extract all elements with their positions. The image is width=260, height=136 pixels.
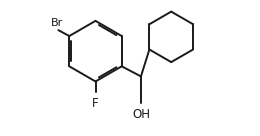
Text: F: F xyxy=(92,98,99,110)
Text: Br: Br xyxy=(51,18,63,28)
Text: OH: OH xyxy=(132,108,150,121)
